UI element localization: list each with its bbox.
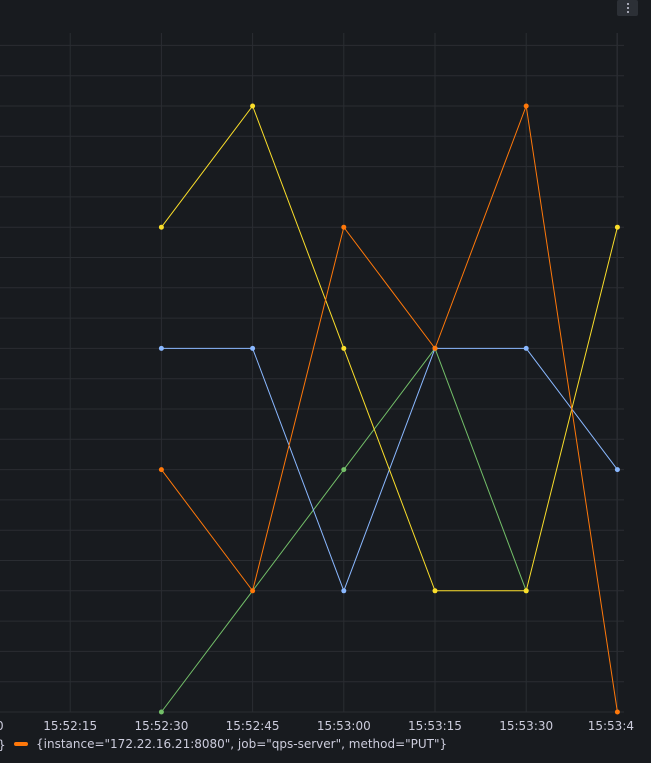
chart-legend: } {instance="172.22.16.21:8080", job="qp…: [0, 737, 651, 755]
line-chart: 0 15:52:15 15:52:30 15:52:45 15:53:00 15:53:1…: [0, 33, 634, 733]
series-point: [250, 588, 256, 594]
series-point: [341, 224, 347, 230]
series-line-group: [158, 103, 620, 715]
chart-series: [158, 103, 620, 715]
x-tick-label: 15:53:4: [588, 719, 634, 733]
series-point: [341, 345, 347, 351]
series-line-group: [158, 103, 620, 594]
x-tick-label: 15:52:30: [134, 719, 188, 733]
series-point: [614, 224, 620, 230]
series-point: [341, 588, 347, 594]
panel-menu-button[interactable]: [617, 0, 638, 16]
series-point: [250, 103, 256, 109]
series-point: [341, 467, 347, 473]
series-point: [158, 224, 164, 230]
series-point: [158, 345, 164, 351]
legend-item-put[interactable]: {instance="172.22.16.21:8080", job="qps-…: [14, 737, 447, 751]
series-line: [161, 104, 618, 713]
x-tick-label: 15:52:45: [226, 719, 280, 733]
legend-item-label: {instance="172.22.16.21:8080", job="qps-…: [36, 737, 448, 751]
series-point: [432, 345, 438, 351]
legend-swatch: [14, 742, 28, 746]
x-tick-label: 15:52:15: [43, 719, 97, 733]
x-tick-label: 15:53:30: [499, 719, 553, 733]
series-point: [158, 467, 164, 473]
series-point: [523, 345, 529, 351]
series-point: [614, 709, 620, 715]
kebab-menu-icon: [626, 2, 629, 14]
x-tick-label: 15:53:00: [317, 719, 371, 733]
series-line: [161, 104, 618, 592]
legend-item-truncated[interactable]: }: [0, 738, 6, 752]
x-axis: 0 15:52:15 15:52:30 15:52:45 15:53:00 15:53:1…: [0, 719, 634, 733]
series-point: [523, 103, 529, 109]
series-point: [250, 345, 256, 351]
series-point: [432, 588, 438, 594]
series-point: [523, 588, 529, 594]
series-point: [158, 709, 164, 715]
chart-grid: [0, 33, 624, 713]
x-tick-label: 0: [0, 719, 4, 733]
series-point: [614, 467, 620, 473]
x-tick-label: 15:53:15: [408, 719, 462, 733]
